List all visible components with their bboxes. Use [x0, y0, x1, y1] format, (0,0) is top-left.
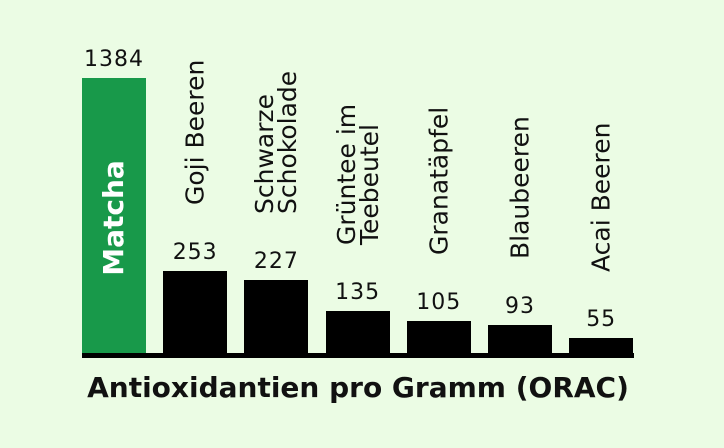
value-label-gruentee-im-teebeutel: 135 — [335, 280, 381, 306]
x-axis-line — [82, 353, 634, 358]
category-label-granataepfel: Granatäpfel — [424, 107, 454, 256]
chart-title: Antioxidantien pro Gramm (ORAC) — [87, 371, 629, 404]
bar-schwarze-schokolade — [244, 279, 309, 357]
value-label-acai-beeren: 55 — [586, 307, 617, 333]
category-label-acai-beeren: Acai Beeren — [586, 122, 616, 273]
bar-acai-beeren — [569, 338, 634, 357]
bar-goji-beeren — [163, 270, 228, 357]
bar-blaubeeren — [488, 325, 552, 357]
bar-granataepfel — [406, 321, 471, 357]
bar-matcha — [82, 78, 146, 357]
value-label-blaubeeren: 93 — [505, 294, 535, 320]
bar-gruentee-im-teebeutel — [325, 311, 390, 357]
category-label-blaubeeren: Blaubeeren — [505, 116, 535, 260]
category-label-matcha: Matcha — [97, 159, 130, 276]
category-label-gruentee-im-teebeutel: Grüntee im Teebeutel — [331, 103, 384, 246]
category-label-schwarze-schokolade: Schwarze Schokolade — [250, 70, 303, 214]
value-label-goji-beeren: 253 — [172, 239, 218, 265]
value-label-matcha: 1384 — [84, 47, 144, 72]
value-label-granataepfel: 105 — [416, 290, 462, 316]
value-label-schwarze-schokolade: 227 — [253, 248, 299, 274]
category-label-goji-beeren: Goji Beeren — [180, 59, 210, 205]
